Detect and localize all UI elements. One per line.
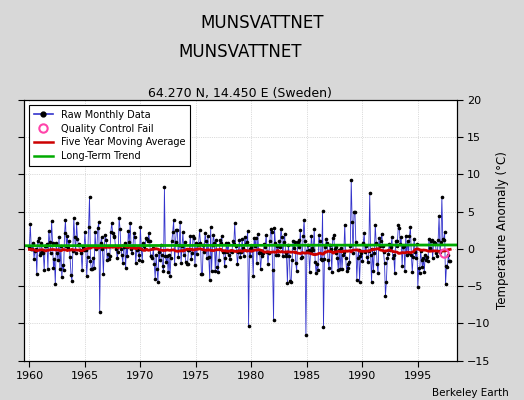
Text: MUNSVATTNET: MUNSVATTNET: [200, 14, 324, 32]
Y-axis label: Temperature Anomaly (°C): Temperature Anomaly (°C): [496, 151, 509, 309]
Title: 64.270 N, 14.450 E (Sweden): 64.270 N, 14.450 E (Sweden): [148, 87, 332, 100]
Legend: Raw Monthly Data, Quality Control Fail, Five Year Moving Average, Long-Term Tren: Raw Monthly Data, Quality Control Fail, …: [29, 105, 190, 166]
Text: Berkeley Earth: Berkeley Earth: [432, 388, 508, 398]
Text: MUNSVATTNET: MUNSVATTNET: [179, 43, 302, 61]
